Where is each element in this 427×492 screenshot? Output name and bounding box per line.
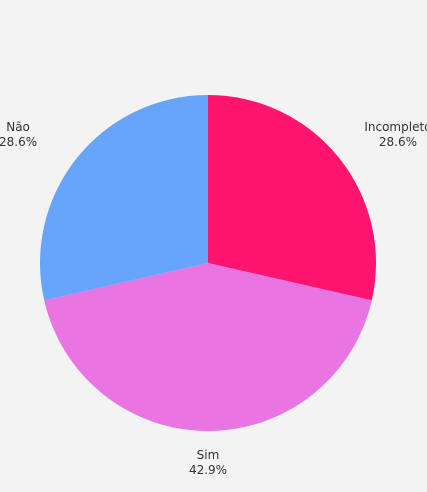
slice-label-incompleto: Incompleto 28.6% xyxy=(364,120,427,149)
slice-label-sim: Sim 42.9% xyxy=(189,448,227,477)
pie-slice-n-o xyxy=(39,95,208,301)
pie-labels: Incompleto 28.6%Sim 42.9%Não 28.6% xyxy=(0,120,427,477)
slice-name: Não xyxy=(6,120,30,134)
slice-percent: 28.6% xyxy=(0,135,37,149)
pie-slices xyxy=(39,95,377,431)
slice-percent: 42.9% xyxy=(189,463,227,477)
slice-name: Incompleto xyxy=(364,120,427,134)
pie-slice-incompleto xyxy=(208,95,377,301)
pie-slice-sim xyxy=(44,263,372,431)
slice-label-n-o: Não 28.6% xyxy=(0,120,37,149)
slice-percent: 28.6% xyxy=(379,135,417,149)
slice-name: Sim xyxy=(197,448,220,462)
